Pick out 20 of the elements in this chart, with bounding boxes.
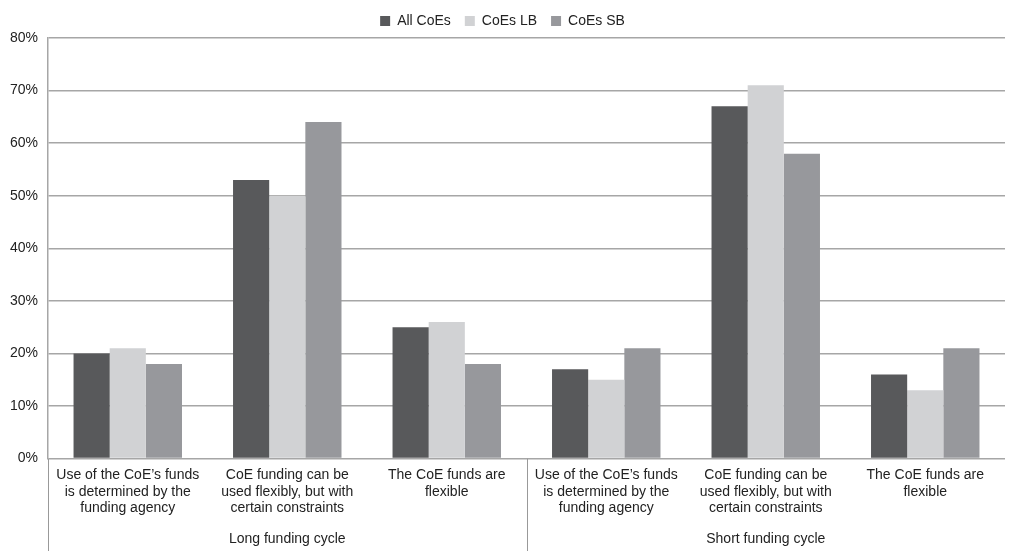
- legend-label: CoEs LB: [481, 11, 538, 28]
- y-tick-label: 50%: [9, 186, 39, 203]
- y-tick-label: 10%: [9, 396, 39, 413]
- legend-label: CoEs SB: [568, 11, 625, 28]
- text: Short funding cycle: [706, 530, 826, 546]
- x-tick-label: Use of the CoE’s funds is determined by the funding agency: [56, 465, 200, 516]
- y-tick-label: 30%: [9, 291, 39, 308]
- x-tick-label: CoE funding can be used flexibly, but with certain constraints: [699, 465, 832, 516]
- x-tick-label: The CoE funds are flexible: [388, 465, 506, 499]
- text: Long funding cycle: [228, 530, 346, 546]
- x-tick-label: The CoE funds are flexible: [866, 465, 985, 499]
- y-tick-label: 70%: [9, 81, 39, 98]
- y-tick-label: 40%: [9, 239, 39, 256]
- y-tick-label: 80%: [9, 28, 39, 45]
- y-tick-label: 0%: [17, 449, 39, 466]
- legend-label: All CoEs: [397, 11, 451, 28]
- x-tick-label: Use of the CoE’s funds is determined by the funding agency: [534, 465, 678, 516]
- y-tick-label: 20%: [9, 344, 39, 361]
- y-tick-label: 60%: [9, 134, 39, 151]
- x-tick-label: CoE funding can be used flexibly, but with certain constraints: [221, 465, 354, 516]
